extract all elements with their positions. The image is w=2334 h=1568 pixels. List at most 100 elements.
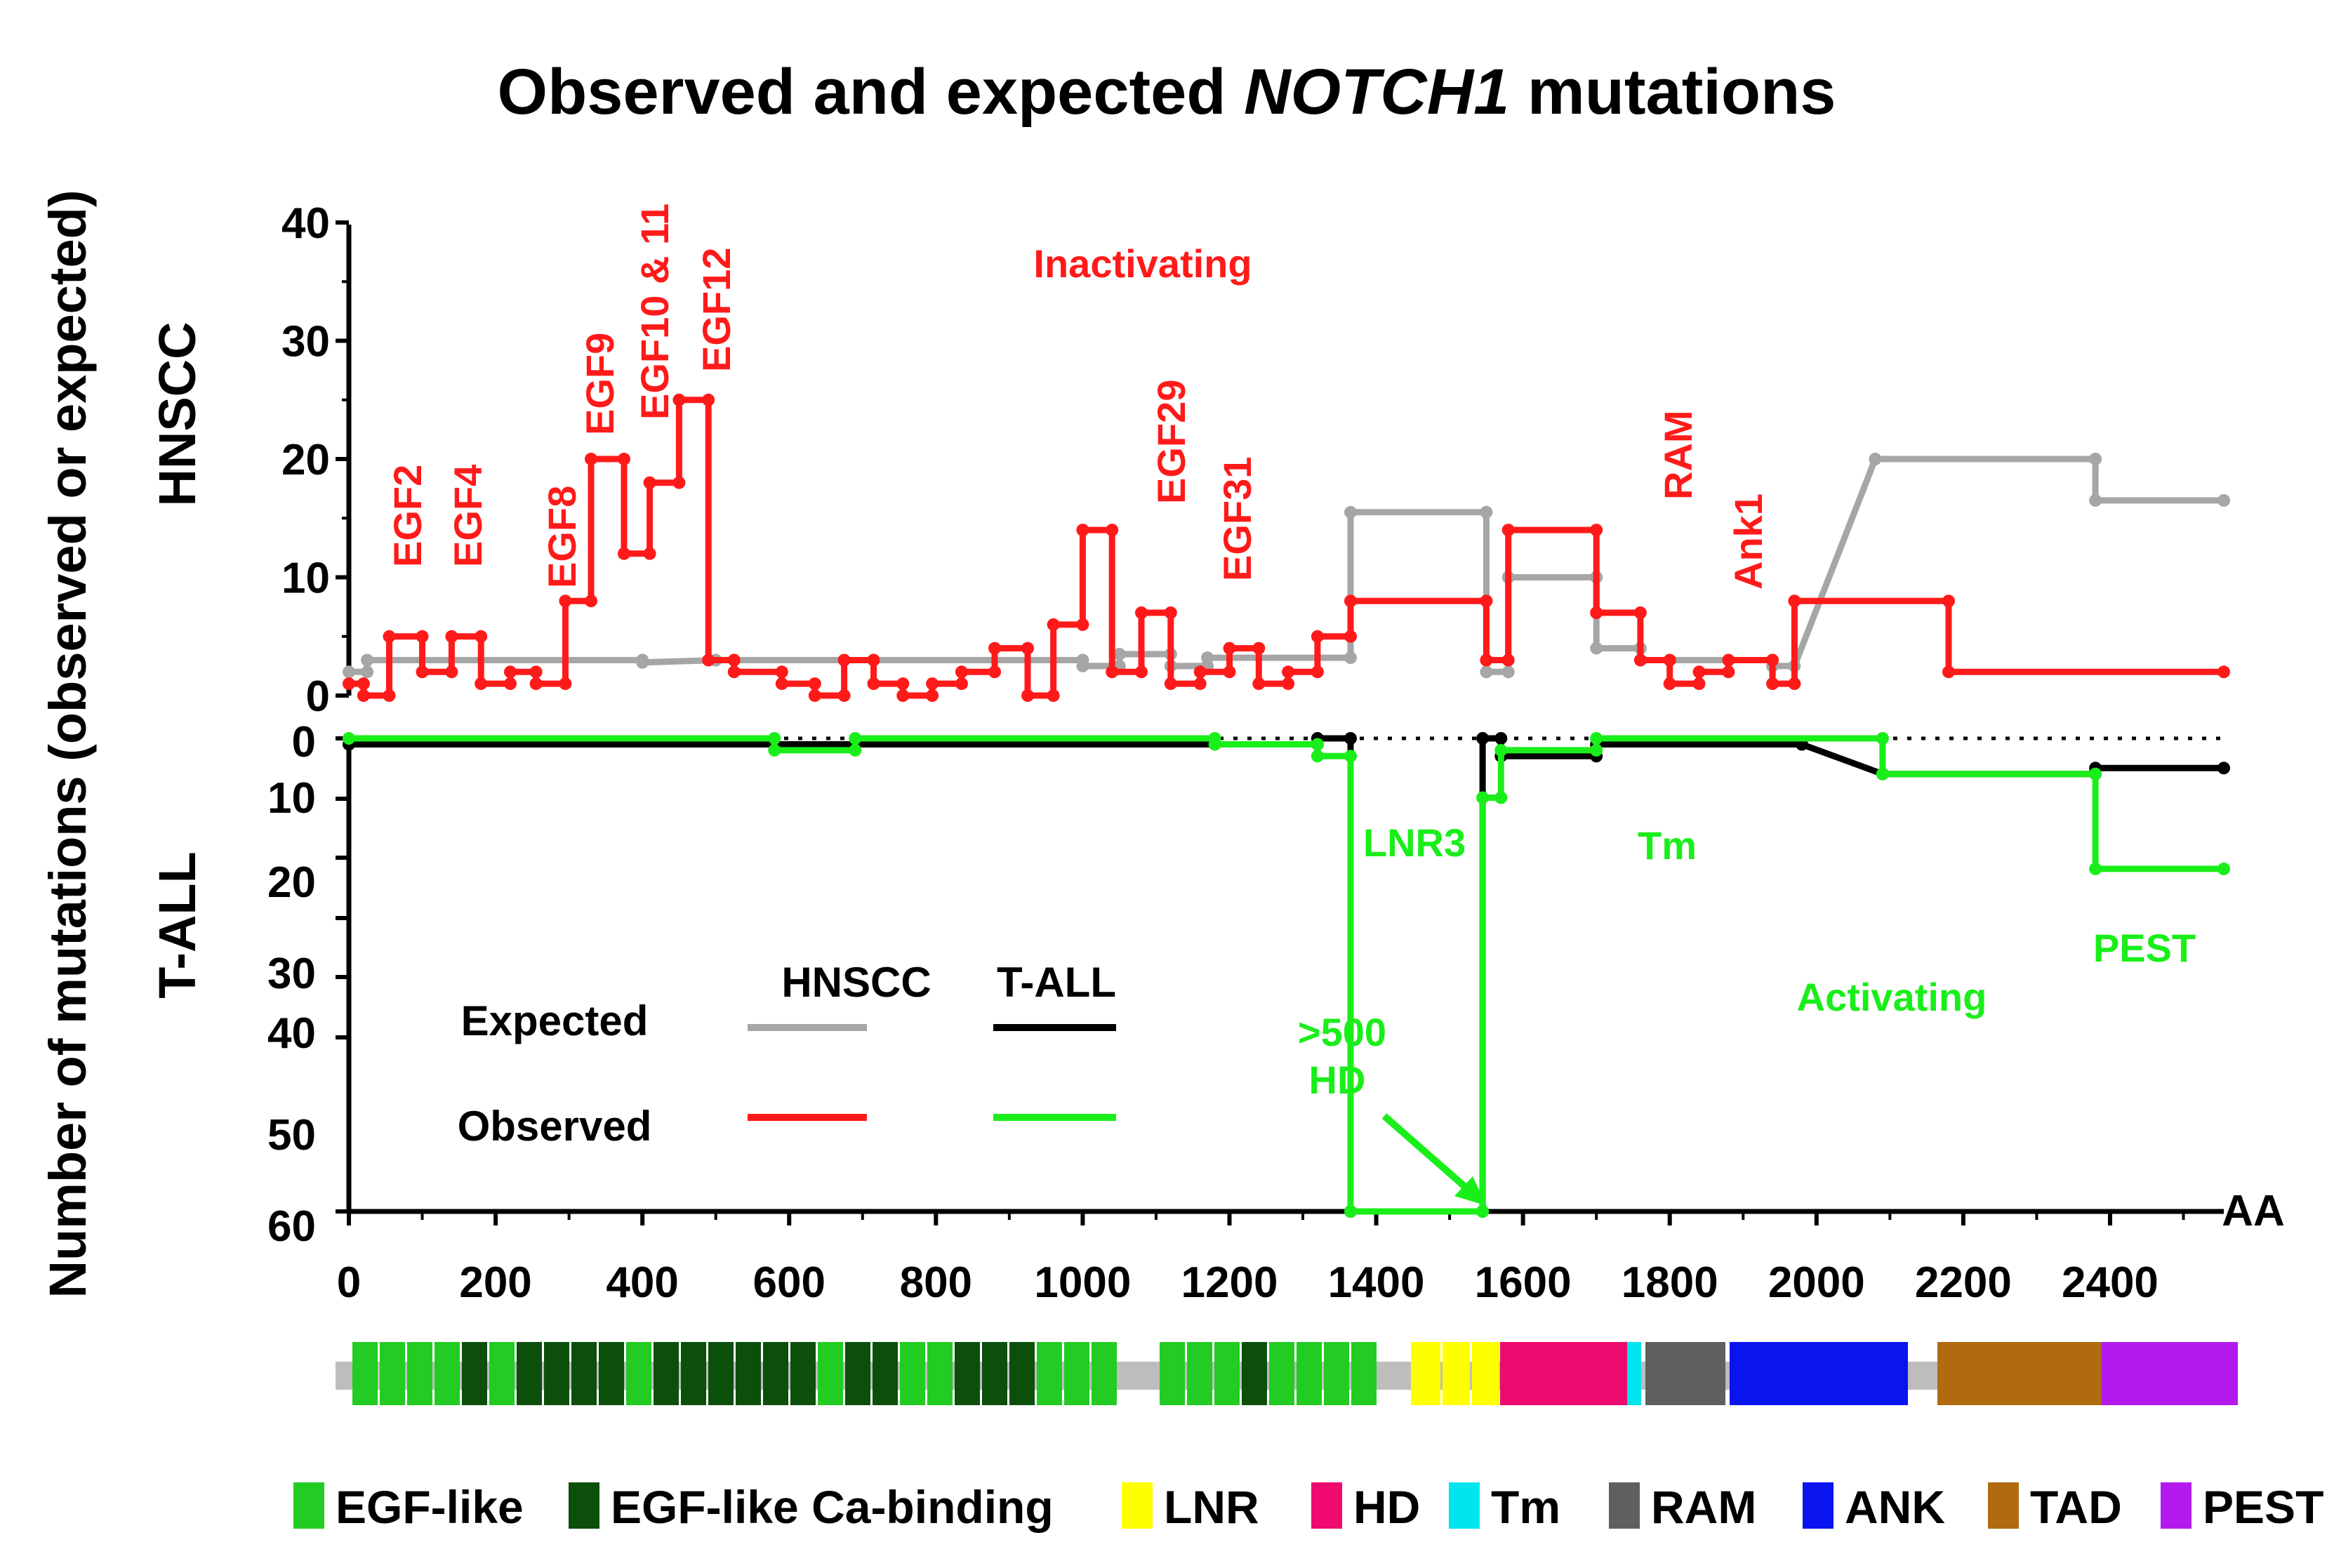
x-tick-label: 600 [753,1258,825,1307]
domain-legend-swatch [293,1482,324,1529]
data-point [1164,606,1177,619]
data-point [1476,732,1490,745]
data-point [1480,653,1493,667]
data-point [1135,606,1148,619]
domain-legend-swatch [2161,1482,2192,1529]
domain-segment-egf [380,1342,405,1405]
data-point [1201,651,1214,665]
data-point [1876,767,1889,780]
data-point [445,630,458,643]
domain-legend-label: ANK [1845,1481,1945,1533]
data-point [926,677,939,691]
panel-label-hnscc: HNSCC [148,321,206,506]
data-point [1282,677,1295,691]
annotation-egf4: EGF4 [446,465,490,567]
annotation-activating: Activating [1797,975,1987,1019]
domain-legend-swatch [569,1482,599,1529]
data-point [2089,453,2102,465]
bottom-y-tick-label: 30 [267,950,316,998]
domain-legend-label: LNR [1164,1481,1259,1533]
domain-segment-ank [1730,1342,1908,1405]
data-point [1223,642,1236,655]
x-axis-label: AA [2222,1187,2285,1235]
data-point [1494,791,1508,804]
annotation-egf31: EGF31 [1215,457,1259,581]
data-point [361,653,374,667]
domain-segment-egf [873,1342,898,1405]
data-point [1193,665,1207,679]
domain-legend-label: RAM [1651,1481,1756,1533]
domain-legend-label: PEST [2203,1481,2323,1533]
domain-segment-egf [571,1342,597,1405]
data-point [727,653,741,667]
x-tick-label: 1800 [1622,1258,1718,1307]
data-point [2217,762,2230,775]
data-point [1633,606,1647,619]
domain-segment-egf [736,1342,761,1405]
data-point [1135,665,1148,679]
data-point [1047,618,1060,631]
data-point [1663,653,1676,667]
data-point [2089,767,2102,780]
domain-segment-egf [544,1342,569,1405]
domain-segment-egf [1092,1342,1117,1405]
domain-legend-label: Tm [1491,1481,1560,1533]
domain-legend-item: TAD [1988,1481,2122,1533]
data-point [1021,689,1034,702]
data-point [1766,677,1779,691]
data-point [1193,677,1207,691]
data-point [1501,653,1515,667]
data-point [343,677,355,691]
data-point [849,732,862,745]
annotation-egf10-11: EGF10 & 11 [632,204,677,420]
data-point [475,630,488,643]
data-point [1252,642,1266,655]
data-point [383,689,396,702]
domain-legend-swatch [1122,1482,1153,1529]
bottom-y-tick-label: 60 [267,1202,316,1251]
data-point [727,665,741,679]
data-point [1164,677,1177,691]
data-point [1480,505,1493,519]
annotation-egf9: EGF9 [578,333,622,435]
data-point [988,665,1001,679]
data-point [1021,642,1034,655]
data-point [559,677,572,691]
data-point [1663,677,1676,691]
data-point [618,547,630,560]
domain-legend-item: ANK [1803,1481,1945,1533]
data-point [1788,677,1801,691]
data-point [1869,453,1882,465]
data-point [808,677,821,691]
top-y-tick-label: 40 [281,199,330,248]
data-point [1344,630,1357,643]
data-point [636,656,649,669]
data-point [357,677,370,691]
data-point [867,653,880,667]
series-layer [343,393,2230,1218]
data-point [768,732,781,745]
bottom-y-tick-label: 10 [267,774,316,823]
data-point [1076,618,1089,631]
data-point [1590,606,1603,619]
domain-segment-egf [517,1342,542,1405]
data-point [1344,750,1357,763]
data-point [1076,524,1089,537]
data-point [955,665,968,679]
data-point [702,653,715,667]
domain-segment-egf [654,1342,679,1405]
legend-row-observed: Observed [458,1103,652,1150]
data-point [1788,594,1801,608]
data-point [775,665,788,679]
x-tick-label: 1000 [1034,1258,1131,1307]
domain-legend-item: Tm [1449,1481,1560,1533]
data-point [559,594,572,608]
data-point [585,594,597,608]
annotation-tm: Tm [1638,823,1697,868]
domain-legend-label: EGF-like Ca-binding [611,1481,1054,1533]
domain-segment-egf [435,1342,460,1405]
domain-legend-swatch [1988,1482,2019,1529]
domain-segment-egf [681,1342,706,1405]
data-point [1480,665,1493,679]
